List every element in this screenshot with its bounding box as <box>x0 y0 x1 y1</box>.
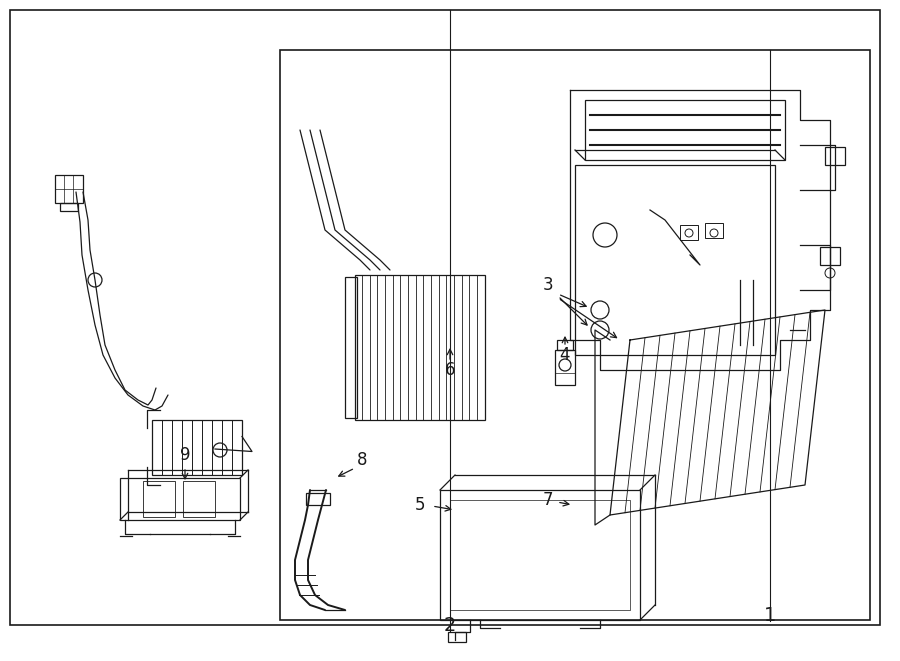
Bar <box>355 275 485 420</box>
Text: 4: 4 <box>560 346 571 364</box>
Bar <box>575 165 775 355</box>
Bar <box>448 632 466 642</box>
Bar <box>183 481 215 517</box>
Bar <box>152 420 242 475</box>
Bar <box>280 50 870 620</box>
Text: 6: 6 <box>445 361 455 379</box>
Text: 8: 8 <box>356 451 367 469</box>
Bar <box>555 350 575 385</box>
Bar <box>60 203 78 211</box>
Text: 3: 3 <box>543 276 553 294</box>
Bar <box>306 493 330 505</box>
Bar <box>440 490 640 620</box>
Bar <box>345 277 357 418</box>
Text: 5: 5 <box>415 496 425 514</box>
Bar <box>585 100 785 160</box>
Text: 2: 2 <box>444 616 456 635</box>
Bar <box>680 225 698 240</box>
Text: 9: 9 <box>180 446 190 464</box>
Bar <box>825 147 845 165</box>
Bar <box>143 481 175 517</box>
Bar <box>557 340 573 350</box>
Bar <box>705 223 723 238</box>
Bar <box>120 478 240 520</box>
Text: 7: 7 <box>543 491 553 509</box>
Bar <box>450 500 630 610</box>
Bar <box>55 175 83 203</box>
Text: 1: 1 <box>764 606 776 625</box>
Bar <box>820 247 840 265</box>
